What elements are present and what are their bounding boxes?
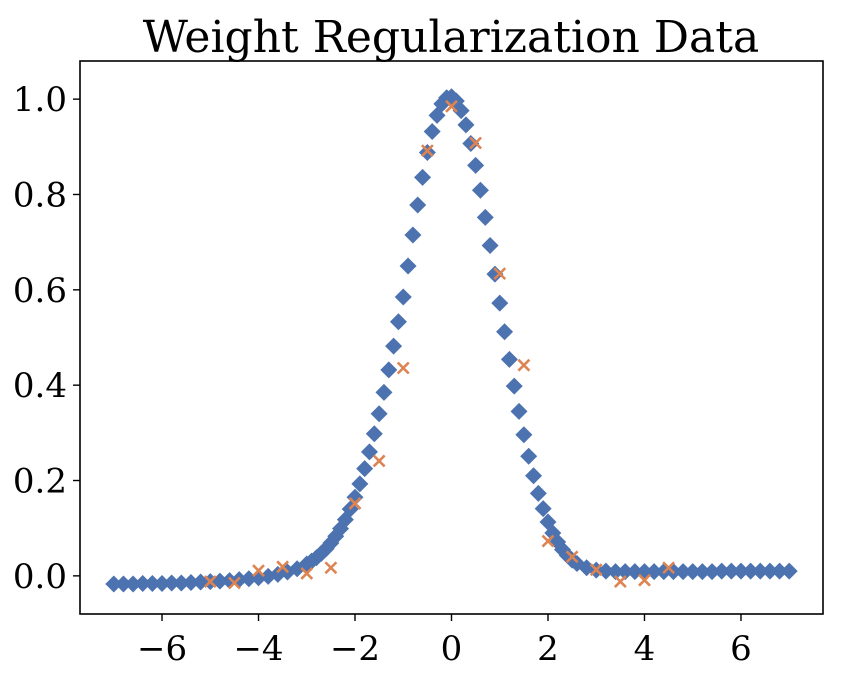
- data-point: [240, 570, 258, 588]
- x-tick-label: 6: [730, 629, 752, 669]
- data-point: [525, 467, 543, 485]
- data-point: [452, 102, 470, 120]
- y-tick-label: 0.0: [13, 557, 67, 597]
- data-point: [394, 288, 412, 306]
- data-point-x: [300, 567, 314, 580]
- x-tick-label: 0: [441, 629, 463, 669]
- data-point: [510, 402, 528, 420]
- data-point: [771, 562, 789, 580]
- data-point: [182, 574, 200, 592]
- series-1: [105, 88, 798, 593]
- data-point: [380, 361, 398, 379]
- data-point: [607, 563, 625, 581]
- data-point: [457, 116, 475, 134]
- data-point: [385, 337, 403, 355]
- data-point: [375, 383, 393, 401]
- x-tick-label: −6: [137, 629, 187, 669]
- data-point: [520, 447, 538, 465]
- data-point: [105, 575, 123, 593]
- data-point-x: [445, 99, 458, 113]
- data-point-x: [565, 550, 579, 564]
- data-point: [481, 236, 499, 254]
- data-point: [703, 563, 721, 581]
- data-point-x: [662, 561, 676, 575]
- x-tick-label: −2: [330, 629, 380, 669]
- data-point-x: [252, 564, 265, 578]
- data-point-x: [348, 496, 362, 510]
- data-point: [163, 574, 181, 592]
- data-point: [423, 123, 441, 141]
- data-point-x: [227, 576, 241, 590]
- chart-title: Weight Regularization Data: [143, 12, 759, 63]
- data-point: [134, 574, 152, 592]
- data-point: [153, 574, 171, 592]
- data-point-x: [517, 358, 531, 372]
- data-point: [500, 350, 518, 368]
- data-point: [370, 405, 388, 423]
- data-point: [529, 484, 547, 502]
- data-point-x: [541, 534, 555, 548]
- data-point: [399, 257, 417, 275]
- y-tick-label: 0.8: [13, 175, 67, 215]
- data-point: [761, 562, 779, 580]
- data-point: [693, 563, 711, 581]
- data-point: [172, 574, 190, 592]
- y-tick-label: 0.6: [13, 271, 67, 311]
- data-point-x: [493, 267, 507, 281]
- data-point: [143, 574, 161, 592]
- y-tick-label: 1.0: [13, 80, 67, 120]
- series-2: [203, 99, 676, 590]
- data-point: [462, 134, 480, 152]
- data-point-x: [589, 563, 603, 577]
- data-point-x: [372, 454, 386, 468]
- data-point-x: [613, 575, 627, 589]
- data-point: [742, 562, 760, 580]
- data-point: [496, 323, 514, 341]
- data-point: [732, 562, 750, 580]
- data-point: [515, 426, 533, 444]
- data-point: [124, 575, 142, 593]
- data-point: [356, 460, 374, 478]
- data-point: [491, 294, 509, 312]
- data-point: [476, 208, 494, 226]
- data-point-x: [324, 561, 338, 575]
- data-point: [616, 563, 634, 581]
- data-point: [365, 425, 383, 443]
- plot-area: [105, 88, 798, 593]
- data-point: [471, 181, 489, 199]
- data-point: [409, 196, 427, 214]
- data-point: [404, 226, 422, 244]
- data-point: [114, 575, 132, 593]
- data-point: [751, 562, 769, 580]
- axes: −6 −4 −2 0 2 4 6 0.0 0.2 0.4 0.6 0.8 1.0: [13, 80, 752, 669]
- data-point-x: [469, 136, 483, 150]
- data-point: [389, 313, 407, 331]
- y-tick-label: 0.2: [13, 462, 67, 502]
- data-point: [597, 562, 615, 580]
- data-point: [674, 563, 692, 581]
- x-tick-label: 2: [537, 629, 559, 669]
- y-tick-label: 0.4: [13, 366, 67, 406]
- data-point: [534, 500, 552, 518]
- data-point: [467, 156, 485, 174]
- data-point: [351, 475, 369, 493]
- data-point-x: [203, 575, 217, 589]
- data-point: [346, 488, 364, 506]
- data-point-x: [420, 144, 434, 158]
- data-point: [418, 144, 436, 162]
- data-point: [414, 168, 432, 186]
- data-point: [486, 265, 504, 283]
- x-tick-label: 4: [634, 629, 656, 669]
- data-point: [722, 562, 740, 580]
- data-point: [713, 562, 731, 580]
- data-point: [684, 563, 702, 581]
- x-tick-label: −4: [233, 629, 283, 669]
- plot-frame: [79, 60, 824, 615]
- data-point-x: [638, 573, 651, 587]
- data-point: [780, 562, 798, 580]
- data-point: [505, 377, 523, 395]
- data-point-x: [276, 560, 290, 574]
- data-point-x: [396, 361, 410, 375]
